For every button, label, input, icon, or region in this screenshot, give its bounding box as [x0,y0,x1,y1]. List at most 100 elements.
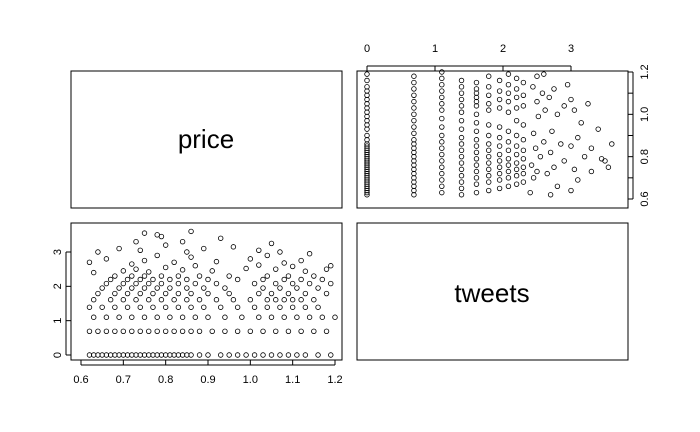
point-price-tweets [260,285,266,291]
point-price-tweets [184,249,190,255]
point-tweets-price [505,183,512,189]
point-tweets-price [598,156,605,162]
point-price-tweets [196,273,203,279]
point-tweets-price [496,164,503,170]
point-tweets-price [551,86,557,92]
point-tweets-price [411,111,417,118]
point-price-tweets [137,328,143,335]
point-price-tweets [201,245,207,252]
y-tick-label-price: 1.2 [639,64,651,79]
point-tweets-price [411,73,417,79]
point-tweets-price [473,149,480,156]
point-price-tweets [112,290,118,297]
y-tick-label-tweets: 1 [52,318,64,324]
point-tweets-price [458,173,465,179]
point-tweets-price [458,185,465,192]
point-tweets-price [520,164,527,170]
point-tweets-price [609,141,615,147]
point-tweets-price [513,173,520,179]
x-tick-label-price: 1.0 [243,374,258,386]
point-tweets-price [458,126,465,132]
point-tweets-price [530,175,537,181]
point-tweets-price [527,189,533,196]
point-tweets-price [554,183,561,189]
point-tweets-price [458,179,465,185]
point-tweets-price [541,139,547,145]
point-price-tweets [243,352,249,358]
point-price-tweets [107,297,114,303]
point-tweets-price [513,132,520,139]
point-tweets-price [505,71,512,77]
y-tick-label-price: 0.6 [639,191,651,206]
point-tweets-price [486,101,492,107]
point-price-tweets [201,285,207,291]
point-price-tweets [137,290,143,297]
axes-layer: 0.6 0.7 0.8 0.9 1.0 1.1 1.2 0 1 2 3 0 1 2 3 0.6 0.8 1.0 1.… [52,43,651,386]
point-price-tweets [302,268,309,274]
x-tick-label-tweets: 1 [432,43,438,55]
point-tweets-price [473,79,480,86]
point-tweets-price [581,153,588,160]
point-price-tweets [137,304,143,310]
x-tick-label-tweets: 0 [364,43,370,55]
y-tick-label-price: 0.8 [639,149,651,164]
point-price-tweets [251,352,258,358]
point-price-tweets [289,304,296,310]
point-price-tweets [264,252,270,259]
point-price-tweets [285,328,292,335]
point-price-tweets [179,314,186,320]
point-tweets-price [439,170,445,177]
point-tweets-price [411,86,417,92]
point-price-tweets [154,328,160,335]
point-tweets-price [486,122,492,128]
point-tweets-price [458,77,465,84]
point-tweets-price [505,98,512,105]
point-tweets-price [486,107,492,113]
point-price-tweets [103,328,110,335]
point-tweets-price [439,132,445,139]
point-price-tweets [311,297,317,303]
point-tweets-price [520,170,527,177]
point-price-tweets [289,280,296,287]
point-price-tweets [129,285,135,291]
point-tweets-price [568,187,574,194]
point-price-tweets [298,328,304,335]
point-tweets-price [513,181,520,187]
point-price-tweets [141,314,148,320]
point-price-tweets [129,273,135,279]
point-price-tweets [264,297,270,303]
point-price-tweets [137,247,143,253]
point-tweets-price [473,175,480,181]
point-tweets-price [513,105,520,111]
point-tweets-price [551,164,557,170]
point-tweets-price [520,137,527,143]
point-price-tweets [150,276,156,283]
point-tweets-price [534,73,540,79]
point-tweets-price [458,117,465,124]
point-price-tweets [154,252,160,259]
point-price-tweets [188,290,194,297]
point-price-tweets [260,276,266,283]
panel-frame-bottom-left [70,222,343,361]
point-price-tweets [251,304,258,310]
point-price-tweets [196,328,203,335]
point-price-tweets [175,280,182,287]
point-tweets-price [520,179,527,185]
point-price-tweets [256,314,262,320]
point-tweets-price [513,117,520,124]
point-price-tweets [196,297,203,303]
point-tweets-price [486,92,492,98]
point-price-tweets [213,258,220,265]
point-tweets-price [496,96,503,103]
point-price-tweets [298,257,304,264]
point-price-tweets [116,314,122,320]
point-price-tweets [256,290,262,297]
point-price-tweets [150,290,156,297]
point-price-tweets [154,232,160,238]
point-price-tweets [175,290,182,297]
point-tweets-price [439,151,445,158]
point-price-tweets [234,304,241,310]
point-price-tweets [289,263,296,270]
point-tweets-price [486,132,492,139]
point-tweets-price [439,183,445,189]
